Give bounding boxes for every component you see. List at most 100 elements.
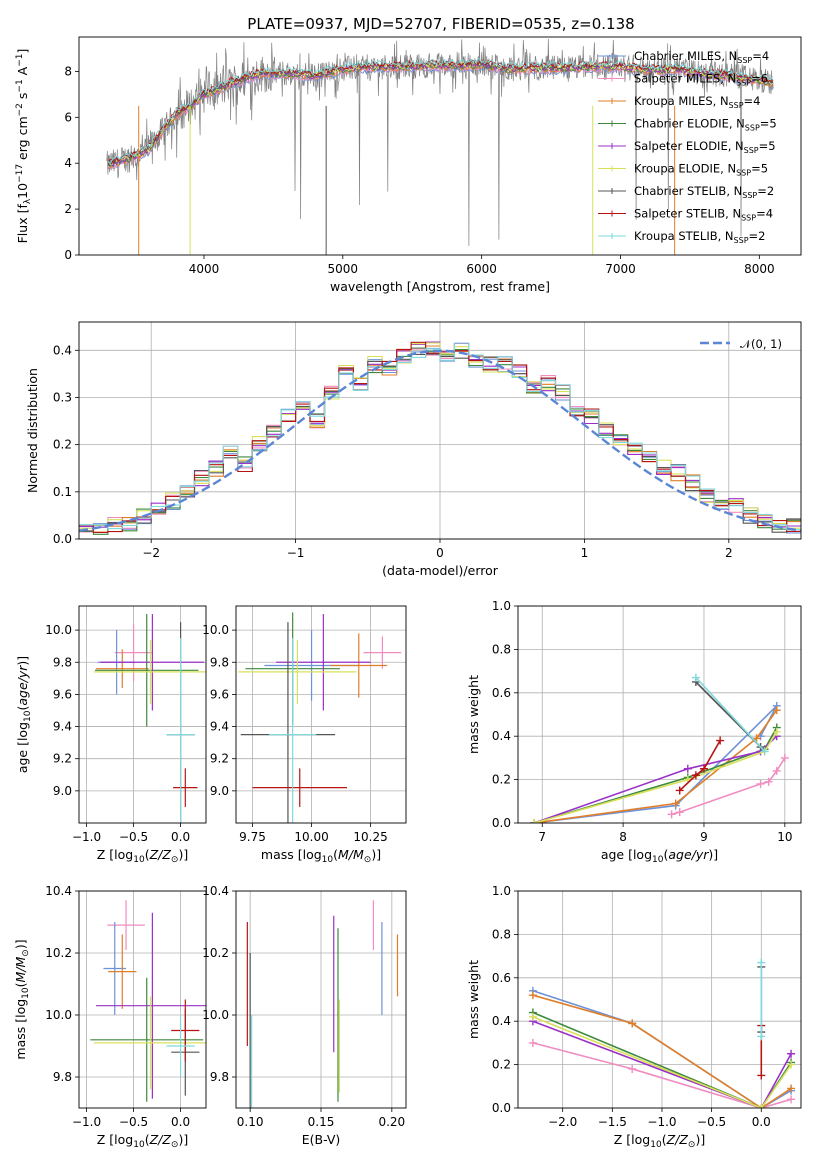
weight-marker bbox=[787, 1084, 796, 1093]
weight-marker bbox=[628, 1064, 637, 1073]
x-tick-label: 0 bbox=[436, 546, 444, 560]
residual-legend: 𝒩(0, 1) bbox=[700, 337, 782, 351]
weight-marker bbox=[716, 736, 725, 745]
weight-marker bbox=[752, 734, 761, 743]
error-bar-point-kroupa_stelib bbox=[166, 638, 195, 823]
x-axis-label: wavelength [Angstrom, rest frame] bbox=[330, 279, 550, 294]
weight-marker bbox=[528, 1038, 537, 1047]
error-bar-point-salpeter_miles bbox=[107, 900, 145, 950]
weight-series-kroupa_miles bbox=[534, 709, 778, 823]
y-tick-label: 6 bbox=[64, 110, 72, 124]
y-tick-label: 0.0 bbox=[53, 532, 72, 546]
age_vs_Z-panel: −1.0 −0.5 0.0 9.0 9.2 9.4 9.6 9.8 10.0 Z [log10(Z… bbox=[15, 605, 207, 865]
error-bar-point-kroupa_elodie bbox=[94, 996, 206, 1090]
y-axis-label: Flux [fλ10−17 erg cm−2 s−1 A−1] bbox=[15, 49, 33, 244]
x-tick-label: −1 bbox=[287, 546, 305, 560]
y-tick-label: 10.0 bbox=[202, 1008, 229, 1022]
x-axis-label: Z [log10(Z/Z⊙)] bbox=[97, 1132, 188, 1150]
y-axis-label: age [log10(age/yr)] bbox=[15, 656, 33, 773]
x-tick-label: 6000 bbox=[466, 262, 497, 276]
axes-frame bbox=[78, 36, 802, 256]
weight-marker bbox=[757, 1071, 766, 1080]
weight-marker bbox=[787, 1060, 796, 1069]
weight_vs_Z-panel: −2.0 −1.5 −1.0 −0.5 0.0 0.0 0.2 0.4 0.6 0.8 1.0 Z [… bbox=[466, 884, 802, 1150]
y-tick-label: 8 bbox=[64, 64, 72, 78]
y-tick-label: 0.8 bbox=[492, 927, 511, 941]
axes-frame bbox=[517, 890, 802, 1109]
y-axis-label: mass [log10(M/M⊙)] bbox=[13, 939, 31, 1059]
y-tick-label: 9.8 bbox=[53, 655, 72, 669]
x-tick-label: −1.0 bbox=[72, 1115, 101, 1129]
x-tick-label: 9.75 bbox=[239, 830, 266, 844]
error-bar-point-kroupa_miles bbox=[95, 649, 149, 688]
x-tick-label: −0.5 bbox=[119, 830, 148, 844]
y-axis-label: Normed distribution bbox=[25, 368, 40, 493]
weight-series-salpeter_miles bbox=[671, 757, 786, 816]
age_vs_Z-plot-area bbox=[94, 614, 206, 823]
weight_vs_age-panel: 7 8 9 10 0.0 0.2 0.4 0.6 0.8 1.0 age [log10(age/yr… bbox=[466, 599, 802, 865]
weight-marker bbox=[667, 810, 676, 819]
weight-marker bbox=[528, 991, 537, 1000]
y-axis-label: mass weight bbox=[466, 960, 481, 1039]
x-tick-label: 10 bbox=[777, 830, 792, 844]
error-bar-point-kroupa_miles bbox=[330, 633, 388, 698]
y-tick-label: 9.8 bbox=[53, 1070, 72, 1084]
y-tick-label: 2 bbox=[64, 202, 72, 216]
y-tick-label: 0.8 bbox=[492, 642, 511, 656]
x-axis-label: mass [log10(M/M⊙)] bbox=[261, 847, 381, 865]
x-axis-label: Z [log10(Z/Z⊙)] bbox=[97, 847, 188, 865]
x-tick-label: 0.0 bbox=[171, 830, 190, 844]
x-tick-label: 0.0 bbox=[752, 1115, 771, 1129]
axes-frame bbox=[517, 605, 802, 824]
error-bar-point-salpeter_elodie bbox=[100, 614, 205, 711]
y-tick-label: 1.0 bbox=[492, 599, 511, 613]
y-tick-label: 0.2 bbox=[53, 438, 72, 452]
x-tick-label: −1.5 bbox=[598, 1115, 627, 1129]
age_vs_mass-plot-area bbox=[238, 612, 402, 823]
error-bar-point-kroupa_stelib bbox=[166, 1015, 195, 1077]
y-tick-label: 0.4 bbox=[492, 729, 511, 743]
y-tick-label: 0.3 bbox=[53, 390, 72, 404]
x-axis-label: age [log10(age/yr)] bbox=[601, 847, 718, 865]
axes-frame bbox=[78, 605, 207, 824]
x-tick-label: 0.10 bbox=[237, 1115, 264, 1129]
error-bar-point-salpeter_miles bbox=[363, 636, 402, 669]
x-tick-label: 10.00 bbox=[294, 830, 328, 844]
residuals-panel: −2 −1 0 1 2 0.0 0.1 0.2 0.3 0.4 (data-model)/error… bbox=[25, 321, 802, 578]
weight-marker bbox=[691, 771, 700, 780]
weight-marker bbox=[760, 747, 769, 756]
weight_vs_age-plot-area bbox=[530, 673, 789, 823]
weight-series-salpeter_elodie bbox=[532, 1020, 792, 1108]
mass_vs_Z-plot-area bbox=[90, 900, 206, 1102]
weight_vs_Z-plot-area bbox=[528, 958, 796, 1108]
weight-series-salpeter_miles bbox=[532, 1042, 792, 1108]
y-tick-label: 10.2 bbox=[202, 946, 229, 960]
y-tick-label: 9.6 bbox=[210, 687, 229, 701]
model-spectrum-salpeter_miles bbox=[107, 63, 774, 170]
error-bar-point-salpeter_elodie bbox=[276, 614, 371, 711]
y-tick-label: 10.0 bbox=[45, 623, 72, 637]
residual-histogram-kroupa_stelib bbox=[79, 342, 801, 531]
y-tick-label: 9.4 bbox=[210, 720, 229, 734]
spectrum-plot-area bbox=[106, 38, 774, 255]
legend-entry-label: Salpeter MILES, NSSP=6 bbox=[634, 72, 768, 88]
weight-marker bbox=[757, 1104, 766, 1108]
y-axis-label: mass weight bbox=[466, 675, 481, 754]
error-bar-point-salpeter_stelib bbox=[171, 999, 200, 1062]
spectrum-legend: Chabrier MILES, NSSP=4 Salpeter MILES, NS… bbox=[598, 49, 777, 245]
y-tick-label: 0.6 bbox=[492, 686, 511, 700]
y-tick-label: 0.4 bbox=[492, 1014, 511, 1028]
y-tick-label: 9.8 bbox=[210, 655, 229, 669]
axes-frame bbox=[78, 890, 207, 1109]
x-tick-label: −0.5 bbox=[119, 1115, 148, 1129]
y-tick-label: 9.8 bbox=[210, 1070, 229, 1084]
weight-series-kroupa_stelib bbox=[695, 677, 766, 752]
mass_vs_ebv-panel: 0.10 0.15 0.20 9.8 10.0 10.2 10.4 E(B-V) bbox=[202, 884, 407, 1147]
mass_vs_ebv-plot-area bbox=[246, 900, 399, 1108]
x-tick-label: 1 bbox=[581, 546, 589, 560]
weight-series-kroupa_miles bbox=[532, 994, 792, 1108]
model-spectrum-kroupa_stelib bbox=[107, 58, 774, 165]
legend-entry-label: Kroupa STELIB, NSSP=2 bbox=[634, 229, 765, 245]
error-bar-point-chabrier_elodie bbox=[90, 977, 204, 1102]
error-bar-point-kroupa_miles bbox=[108, 934, 137, 1009]
